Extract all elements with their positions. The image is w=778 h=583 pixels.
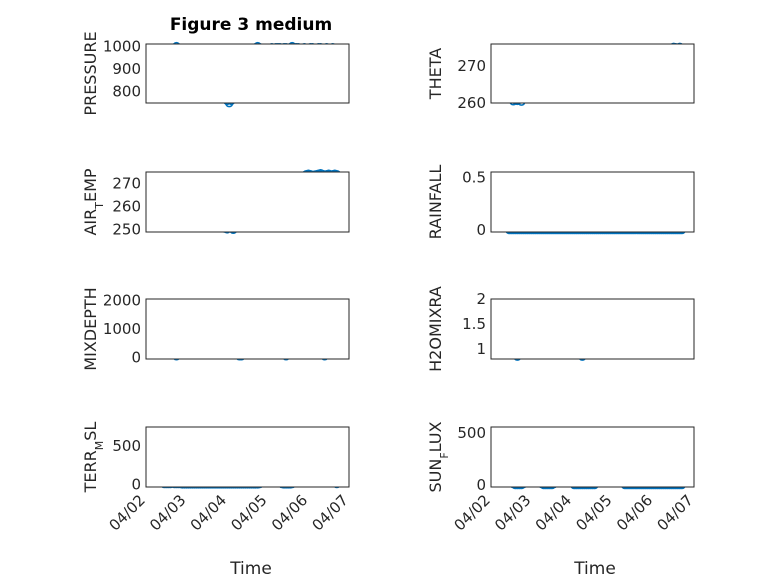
axes-frame: [490, 298, 695, 360]
y-axis-label: PRESSURE: [81, 31, 100, 115]
y-tick-label: 800: [112, 83, 141, 101]
y-tick-label: 0: [131, 476, 141, 494]
y-axis-label: TERRMSL: [81, 422, 106, 494]
y-tick-label: 0: [131, 349, 141, 367]
axes-frame: [145, 298, 350, 360]
y-axis-label: SUNFLUX: [426, 421, 451, 492]
subplot-h2omixra: 1 1.5 2 H2OMIXRA: [426, 286, 695, 372]
y-tick-label: 270: [457, 57, 486, 75]
y-tick-label: 1000: [103, 37, 141, 55]
subplot-air-temp: 250 260 270 AIRTEMP: [81, 168, 350, 239]
axes-frame: [490, 426, 695, 488]
x-axis-label-left: Time: [229, 559, 272, 579]
y-tick-label: 250: [112, 221, 141, 239]
subplot-rainfall: 0 0.5 RAINFALL: [426, 165, 695, 240]
x-tick-label: 04/03: [491, 491, 534, 534]
x-tick-label: 04/02: [451, 491, 494, 534]
y-tick-label: 260: [457, 94, 486, 112]
axes-frame: [145, 426, 350, 488]
axes-frame: [145, 171, 350, 233]
x-tick-label: 04/07: [654, 491, 697, 534]
y-axis-label: AIRTEMP: [81, 168, 106, 235]
y-tick-label: 2: [476, 290, 486, 308]
x-tick-label: 04/02: [106, 491, 149, 534]
y-tick-label: 0: [476, 221, 486, 239]
y-tick-label: 500: [112, 437, 141, 455]
x-tick-label: 04/07: [309, 491, 352, 534]
x-tick-label: 04/05: [572, 491, 615, 534]
x-tick-label: 04/05: [227, 491, 270, 534]
y-tick-label: 1.5: [462, 315, 486, 333]
x-tick-label: 04/03: [146, 491, 189, 534]
y-tick-label: 0: [476, 476, 486, 494]
subplot-sun-flux: 0 500 SUNFLUX04/0204/0304/0404/0504/0604/0…: [426, 421, 697, 534]
y-tick-label: 1000: [103, 320, 141, 338]
axes-frame: [490, 171, 695, 233]
y-axis-label: RAINFALL: [426, 165, 445, 240]
axes-frame: [145, 43, 350, 104]
y-tick-label: 2000: [103, 291, 141, 309]
x-tick-label: 04/06: [613, 491, 656, 534]
x-tick-label: 04/06: [268, 491, 311, 534]
axes-frame: [490, 43, 695, 104]
subplot-theta: 260 270 THETA: [426, 42, 695, 112]
subplot-terr-msl: 0 500 TERRMSL04/0204/0304/0404/0504/0604/0…: [81, 422, 352, 535]
y-axis-label: MIXDEPTH: [81, 287, 100, 370]
y-tick-label: 500: [457, 424, 486, 442]
y-tick-label: 260: [112, 198, 141, 216]
y-axis-label: H2OMIXRA: [426, 286, 445, 372]
y-tick-label: 900: [112, 60, 141, 78]
y-axis-label: THETA: [426, 48, 445, 100]
x-tick-label: 04/04: [187, 491, 230, 534]
x-tick-label: 04/04: [532, 491, 575, 534]
y-tick-label: 0.5: [462, 168, 486, 186]
x-axis-label-right: Time: [573, 559, 616, 579]
y-tick-label: 1: [476, 340, 486, 358]
y-tick-label: 270: [112, 175, 141, 193]
figure-title: Figure 3 medium: [170, 15, 332, 35]
